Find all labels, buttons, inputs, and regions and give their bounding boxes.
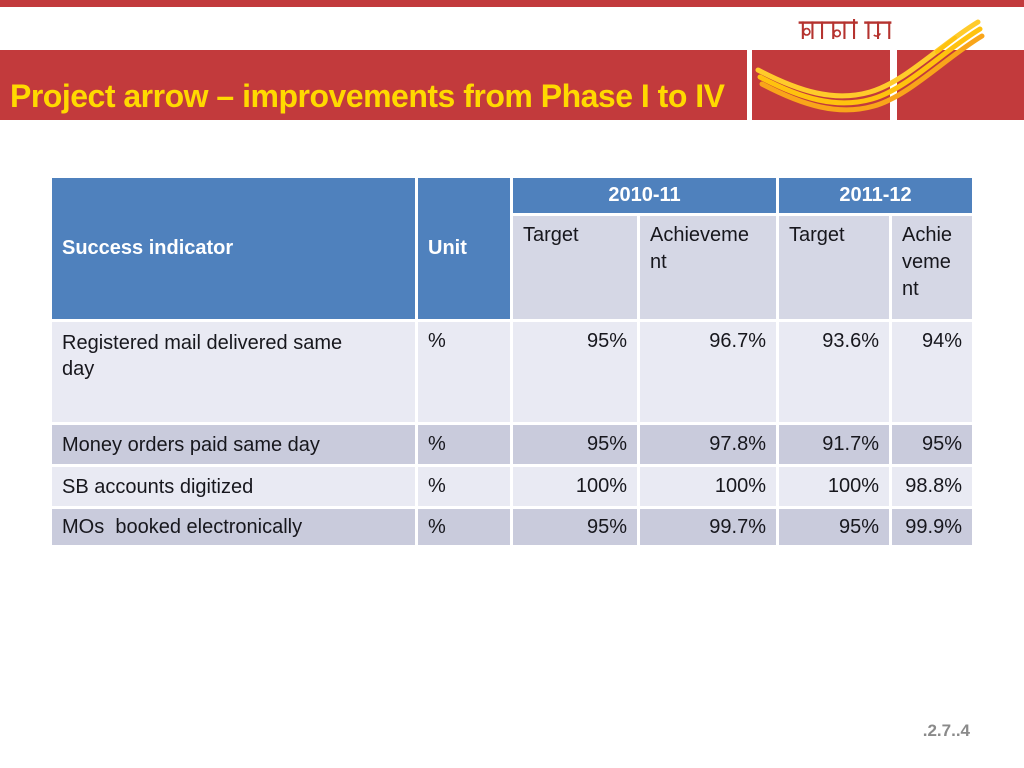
subheader-achievement-2011-12: Achievement (892, 216, 972, 319)
cell-text: 95% (586, 515, 627, 538)
table-row-2-indicator: Money orders paid same day (52, 425, 415, 464)
subheader-label: Target (789, 224, 845, 246)
cell-text: 95% (586, 330, 627, 352)
cell-text: % (428, 515, 446, 538)
table-row-1-target-2010-11: 95% (513, 322, 637, 422)
subheader-label: Achievement (650, 224, 749, 273)
slide-title: Project arrow – improvements from Phase … (10, 78, 725, 114)
cell-text: % (428, 433, 446, 455)
table-row-1-unit: % (418, 322, 510, 422)
improvements-table: Success indicator Unit 2010-11 2011-12 T… (52, 178, 972, 545)
cell-text: 95% (921, 433, 962, 455)
header-label: Unit (428, 237, 467, 259)
header-label: 2010-11 (608, 184, 681, 206)
table-row-3-achievement-2010-11: 100% (640, 467, 776, 506)
subheader-label: Achievement (902, 224, 953, 300)
table-row-2-achievement-2010-11: 97.8% (640, 425, 776, 464)
table-row-2-target-2010-11: 95% (513, 425, 637, 464)
header-label: 2011-12 (839, 184, 912, 206)
cell-text: 97.8% (709, 433, 766, 455)
cell-text: 100% (575, 475, 627, 497)
table-row-4-achievement-2011-12: 99.9% (892, 509, 972, 545)
slide-number: .2.7..4 (922, 721, 970, 740)
table-row-1-target-2011-12: 93.6% (779, 322, 889, 422)
cell-text: 100% (827, 475, 879, 497)
cell-text: % (428, 330, 446, 352)
cell-text: Money orders paid same day (62, 433, 320, 456)
cell-text: 93.6% (822, 330, 879, 352)
cell-text: 95% (586, 433, 627, 455)
table-row-4-achievement-2010-11: 99.7% (640, 509, 776, 545)
cell-text: 96.7% (709, 330, 766, 352)
cell-text: 91.7% (822, 433, 879, 455)
top-edge-strip (0, 0, 1024, 7)
table-row-3-indicator: SB accounts digitized (52, 467, 415, 506)
header-year-2011-12: 2011-12 (779, 178, 972, 213)
subheader-label: Target (523, 224, 579, 246)
india-post-swoosh-icon (755, 19, 985, 113)
header-unit: Unit (418, 178, 510, 319)
table-row-3-target-2010-11: 100% (513, 467, 637, 506)
subheader-target-2010-11: Target (513, 216, 637, 319)
cell-text: 99.9% (905, 515, 962, 538)
cell-text: 94% (921, 330, 962, 352)
hindi-wordmark-strokes (798, 19, 892, 39)
india-post-hindi-logo (798, 19, 892, 39)
table-row-3-unit: % (418, 467, 510, 506)
cell-text: Registered mail delivered same day (62, 332, 348, 380)
banner-divider (747, 50, 752, 120)
subheader-achievement-2010-11: Achievement (640, 216, 776, 319)
table-row-4-target-2011-12: 95% (779, 509, 889, 545)
table-row-2-achievement-2011-12: 95% (892, 425, 972, 464)
table-row-4-target-2010-11: 95% (513, 509, 637, 545)
table-row-3-target-2011-12: 100% (779, 467, 889, 506)
cell-text: % (428, 475, 446, 497)
table-row-2-unit: % (418, 425, 510, 464)
cell-text: 95% (838, 515, 879, 538)
banner-divider (890, 50, 897, 120)
cell-text: 99.7% (709, 515, 766, 538)
cell-text: SB accounts digitized (62, 475, 254, 498)
subheader-target-2011-12: Target (779, 216, 889, 319)
cell-text: 98.8% (905, 475, 962, 497)
header-label: Success indicator (62, 237, 234, 259)
header-year-2010-11: 2010-11 (513, 178, 776, 213)
cell-text: 100% (714, 475, 766, 497)
cell-text: MOs booked electronically (62, 516, 303, 538)
table-row-4-indicator: MOs booked electronically (52, 509, 415, 545)
table-row-1-achievement-2011-12: 94% (892, 322, 972, 422)
title-banner: Project arrow – improvements from Phase … (0, 50, 1024, 120)
table-row-1-achievement-2010-11: 96.7% (640, 322, 776, 422)
table-row-3-achievement-2011-12: 98.8% (892, 467, 972, 506)
table-row-2-target-2011-12: 91.7% (779, 425, 889, 464)
table-row-1-indicator: Registered mail delivered same day (52, 322, 415, 422)
header-success-indicator: Success indicator (52, 178, 415, 319)
table-row-4-unit: % (418, 509, 510, 545)
